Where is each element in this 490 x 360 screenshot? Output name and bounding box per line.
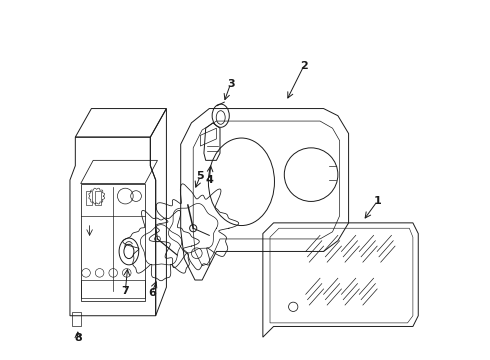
Text: 2: 2 [300, 61, 308, 71]
Text: 4: 4 [205, 175, 213, 185]
Bar [72, 312, 81, 327]
Text: 6: 6 [148, 288, 156, 297]
Bar [81, 280, 145, 298]
Text: 8: 8 [74, 333, 82, 343]
Text: 3: 3 [227, 78, 235, 89]
Bar [86, 191, 93, 205]
Text: 7: 7 [122, 286, 129, 296]
Text: 5: 5 [196, 171, 204, 181]
Text: 1: 1 [373, 197, 381, 206]
Bar [95, 191, 101, 205]
